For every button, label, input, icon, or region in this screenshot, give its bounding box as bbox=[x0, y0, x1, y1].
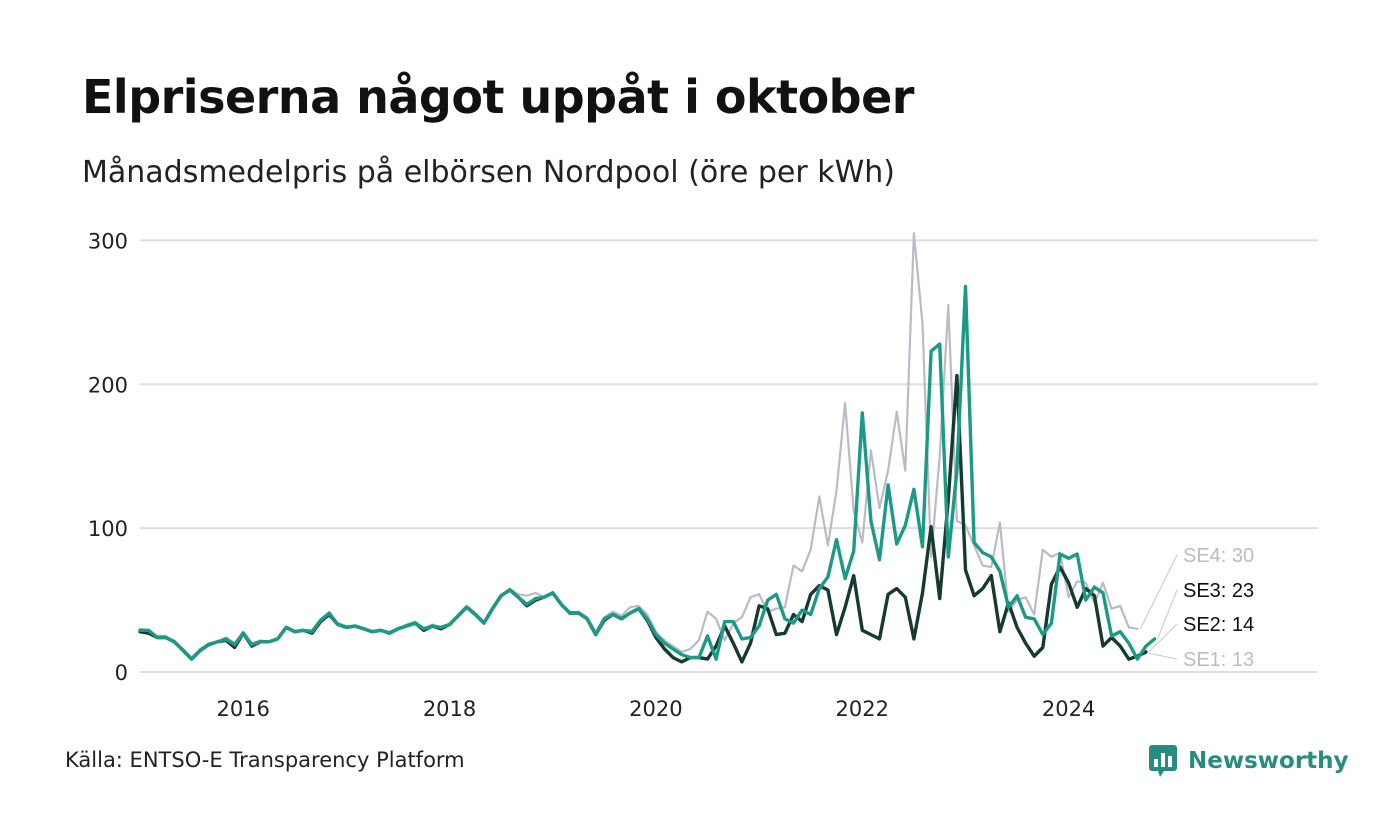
series-end-labels: SE4: 30 SE3: 23 SE2: 14 SE1: 13 bbox=[1139, 545, 1254, 671]
x-tick-label: 2016 bbox=[216, 697, 269, 721]
end-label-se4: SE4: 30 bbox=[1183, 545, 1254, 567]
leader-line-se2 bbox=[1148, 623, 1178, 653]
chart-title: Elpriserna något uppåt i oktober bbox=[82, 70, 915, 124]
series-lines bbox=[138, 232, 1157, 664]
series-line-se2 bbox=[138, 373, 1148, 664]
y-tick-label: 100 bbox=[88, 517, 128, 541]
series-line-se1 bbox=[138, 374, 1148, 664]
end-label-se1: SE1: 13 bbox=[1183, 649, 1254, 671]
x-tick-label: 2020 bbox=[629, 697, 682, 721]
x-axis: 2016 2018 2020 2022 2024 bbox=[216, 697, 1095, 721]
y-tick-label: 300 bbox=[88, 229, 128, 253]
series-line-se3 bbox=[138, 284, 1157, 661]
x-tick-label: 2018 bbox=[423, 697, 476, 721]
brand-name: Newsworthy bbox=[1188, 748, 1349, 774]
series-line-se4 bbox=[138, 232, 1139, 659]
y-tick-label: 200 bbox=[88, 373, 128, 397]
brand-logo[interactable]: Newsworthy bbox=[1148, 744, 1349, 778]
x-tick-label: 2024 bbox=[1042, 697, 1095, 721]
chart-subtitle: Månadsmedelpris på elbörsen Nordpool (ör… bbox=[82, 155, 895, 190]
end-label-se2: SE2: 14 bbox=[1183, 614, 1254, 636]
y-axis: 0 100 200 300 bbox=[88, 229, 128, 685]
leader-line-se4 bbox=[1139, 554, 1178, 630]
source-note: Källa: ENTSO-E Transparency Platform bbox=[65, 748, 465, 772]
newsworthy-logo-icon bbox=[1149, 745, 1177, 777]
end-label-se3: SE3: 23 bbox=[1183, 580, 1254, 602]
grid-lines bbox=[140, 239, 1318, 673]
x-tick-label: 2022 bbox=[836, 697, 889, 721]
leader-line-se3 bbox=[1157, 589, 1178, 640]
leader-line-se1 bbox=[1148, 652, 1178, 660]
y-tick-label: 0 bbox=[115, 661, 128, 685]
